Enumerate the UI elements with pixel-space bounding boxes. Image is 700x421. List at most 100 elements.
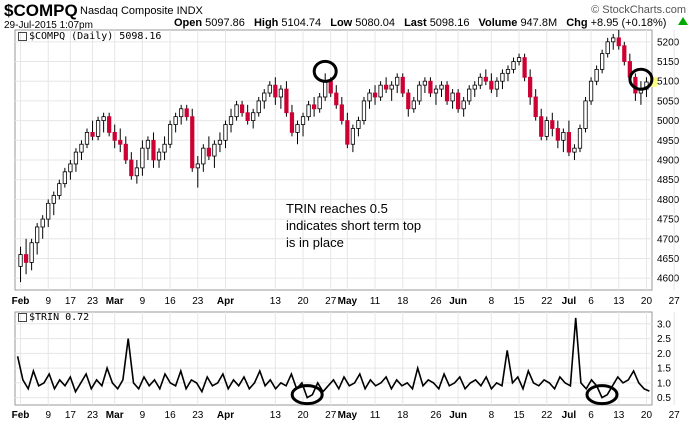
trin-x-tick-label: 15 xyxy=(513,410,525,421)
low-value: 5080.04 xyxy=(355,17,395,29)
price-y-tick-label: 5050 xyxy=(657,96,680,107)
candle-body xyxy=(489,80,494,90)
price-x-tick-label: Jun xyxy=(449,296,467,307)
candle-body xyxy=(256,100,261,114)
change-label: Chg xyxy=(566,17,588,29)
candle-body xyxy=(588,80,594,102)
price-x-tick-label: 23 xyxy=(192,296,204,307)
candle-body xyxy=(23,254,29,263)
price-y-tick-label: 4600 xyxy=(657,274,680,285)
price-legend: $COMPQ (Daily) 5098.16 xyxy=(18,31,161,42)
candle-body xyxy=(167,124,173,145)
candle-body xyxy=(456,92,461,110)
price-y-tick-label: 5150 xyxy=(657,57,680,68)
trin-y-tick-label: 2.0 xyxy=(657,349,671,360)
candle-body xyxy=(239,104,245,114)
candle-body xyxy=(583,100,588,129)
trin-x-tick-label: Jun xyxy=(449,410,467,421)
candle-body xyxy=(234,104,239,118)
price-x-tick-label: 22 xyxy=(541,296,553,307)
trin-x-tick-label: 9 xyxy=(140,410,146,421)
candle-body xyxy=(461,100,466,110)
trin-x-tick-label: Mar xyxy=(106,410,124,421)
trin-x-tick-label: 26 xyxy=(430,410,442,421)
candle-body xyxy=(345,120,350,145)
candle-body xyxy=(40,218,45,228)
trin-legend: $TRIN 0.72 xyxy=(18,312,89,323)
legend-line-icon xyxy=(18,312,27,322)
price-x-tick-label: Jul xyxy=(562,296,577,307)
candle-body xyxy=(84,132,90,145)
candle-body xyxy=(145,139,151,149)
candle-body xyxy=(400,76,405,94)
candle-body xyxy=(378,84,383,98)
candle-body xyxy=(350,128,356,145)
candle-body xyxy=(300,116,306,125)
price-y-tick-label: 4750 xyxy=(657,215,680,226)
last-label: Last xyxy=(404,17,427,29)
trin-x-tick-label: 17 xyxy=(65,410,77,421)
change-value: +8.95 (+0.18%) xyxy=(590,17,667,29)
price-y-tick-label: 4900 xyxy=(657,156,680,167)
candle-body xyxy=(134,167,139,177)
candle-body xyxy=(273,84,278,98)
candle-body xyxy=(428,80,433,94)
candle-body xyxy=(328,80,333,94)
candle-body xyxy=(51,195,56,204)
candle-body xyxy=(90,132,95,137)
trin-x-tick-label: 13 xyxy=(270,410,282,421)
candle-body xyxy=(140,147,145,169)
trin-y-tick-label: 2.5 xyxy=(657,334,671,345)
candle-body xyxy=(251,112,256,122)
candle-body xyxy=(223,124,228,141)
candle-body xyxy=(162,143,167,153)
trin-x-tick-label: 6 xyxy=(588,410,594,421)
annotation: TRIN reaches 0.5 indicates short term to… xyxy=(286,200,486,251)
candle-body xyxy=(577,128,583,149)
trin-x-tick-label: Jul xyxy=(562,410,577,421)
candle-body xyxy=(179,108,184,118)
high-label: High xyxy=(253,17,279,29)
open-label: Open xyxy=(174,17,203,29)
trin-legend-text: $TRIN 0.72 xyxy=(29,312,90,323)
candle-body xyxy=(68,163,73,173)
trin-y-tick-label: 0.5 xyxy=(657,393,671,404)
trin-y-tick-label: 1.0 xyxy=(657,378,671,389)
candle-body xyxy=(306,104,311,118)
candle-body xyxy=(566,132,572,153)
trin-line xyxy=(16,317,650,399)
candle-body xyxy=(544,120,549,137)
candle-body xyxy=(228,116,234,125)
candle-body xyxy=(372,92,378,98)
brand-label: © StockCharts.com xyxy=(591,4,686,16)
price-x-tick-label: May xyxy=(338,296,358,307)
candle-body xyxy=(57,183,62,196)
high-value: 5104.74 xyxy=(281,17,322,29)
price-y-tick-label: 5100 xyxy=(657,77,680,88)
trin-x-tick-label: Feb xyxy=(12,410,30,421)
candle-body xyxy=(212,143,217,157)
candle-body xyxy=(129,159,134,177)
low-label: Low xyxy=(330,17,353,29)
last-value: 5098.16 xyxy=(429,17,470,29)
volume-value: 947.8M xyxy=(520,17,558,29)
candle-body xyxy=(156,151,162,161)
legend-box-icon xyxy=(18,31,27,41)
price-x-tick-label: 27 xyxy=(325,296,337,307)
candle-body xyxy=(29,242,34,263)
candle-body xyxy=(262,92,267,102)
candle-body xyxy=(107,116,112,133)
chart-symbol: $COMPQ xyxy=(4,1,78,20)
candle-body xyxy=(494,80,500,90)
candle-body xyxy=(278,88,283,98)
price-x-tick-label: 8 xyxy=(489,296,495,307)
candle-body xyxy=(190,116,195,169)
candle-body xyxy=(572,147,577,153)
candle-body xyxy=(267,84,272,94)
candle-body xyxy=(334,92,339,106)
price-x-tick-label: 20 xyxy=(297,296,309,307)
trin-x-tick-label: Apr xyxy=(217,410,234,421)
trin-x-tick-label: 23 xyxy=(87,410,99,421)
candle-body xyxy=(633,76,638,94)
candle-body xyxy=(539,116,544,137)
